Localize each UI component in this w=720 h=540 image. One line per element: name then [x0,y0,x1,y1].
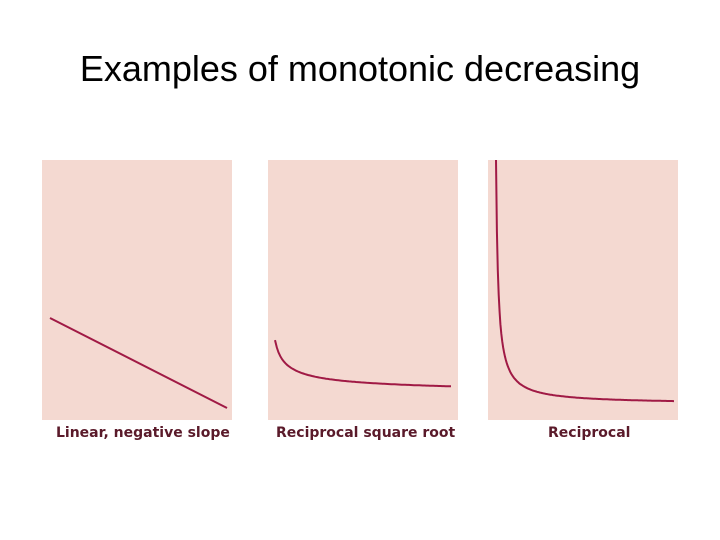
curve-recip-sqrt [274,339,451,388]
plot-background [268,160,458,420]
caption-linear: Linear, negative slope [56,425,230,441]
chart-reciprocal [488,160,678,420]
chart-panel-linear [42,160,232,420]
chart-panel-recip-sqrt [268,160,458,420]
chart-panel-reciprocal [488,160,678,420]
chart-linear [42,160,232,420]
caption-reciprocal: Reciprocal [548,425,631,441]
caption-recip-sqrt: Reciprocal square root [276,425,456,441]
curve-reciprocal [495,160,674,403]
chart-recip-sqrt [268,160,458,420]
slide-title: Examples of monotonic decreasing [79,48,641,89]
plot-background [488,160,678,420]
curve-linear [49,317,228,409]
plot-background [42,160,232,420]
